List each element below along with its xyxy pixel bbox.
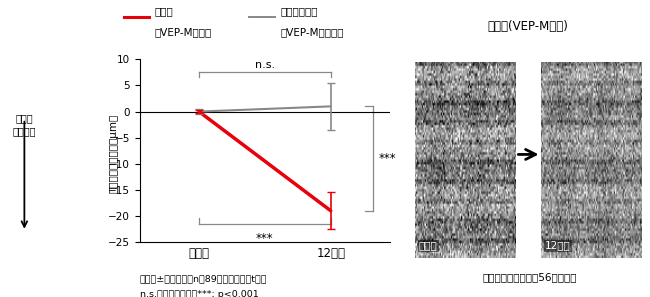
Text: n.s.：有意差なし　***; p<0.001: n.s.：有意差なし ***; p<0.001 xyxy=(140,290,259,297)
Text: （VEP-M無配合）: （VEP-M無配合） xyxy=(281,28,344,38)
Text: 本製剤(VEP-M配合): 本製剤(VEP-M配合) xyxy=(488,20,569,33)
Text: 12週後: 12週後 xyxy=(545,241,571,251)
Text: ***: *** xyxy=(256,232,274,245)
Text: 本製剤: 本製剤 xyxy=(155,6,174,16)
Text: シワが
浅くなる: シワが 浅くなる xyxy=(13,113,36,136)
Text: シワの深さ変化量（μm）: シワの深さ変化量（μm） xyxy=(109,113,119,192)
Text: 代表例（レプリカ、56歳女性）: 代表例（レプリカ、56歳女性） xyxy=(482,272,577,282)
Text: n.s.: n.s. xyxy=(255,60,275,70)
Text: 使用前: 使用前 xyxy=(419,241,437,251)
Text: プラセボ製剤: プラセボ製剤 xyxy=(281,6,318,16)
Text: （VEP-M配合）: （VEP-M配合） xyxy=(155,28,212,38)
Text: 平均値±標準誤差　n＝89　対応のあるt検定: 平均値±標準誤差 n＝89 対応のあるt検定 xyxy=(140,275,267,284)
Text: ***: *** xyxy=(378,152,396,165)
